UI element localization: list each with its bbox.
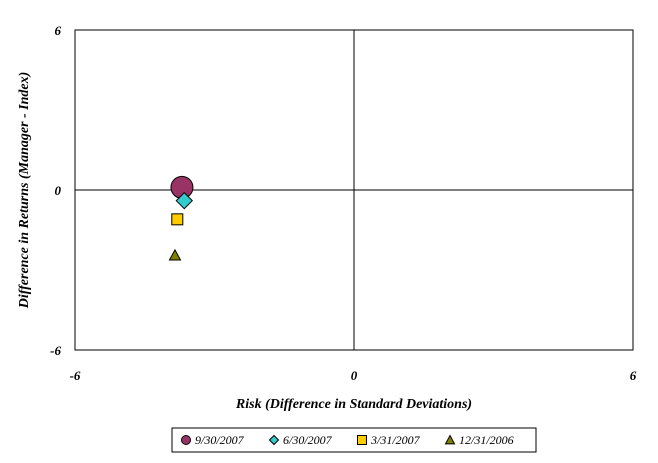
legend-label: 6/30/2007 (283, 433, 333, 447)
y-tick-label: 6 (55, 23, 62, 38)
legend-box (171, 427, 537, 453)
y-axis-title: Difference in Returns (Manager - Index) (17, 72, 32, 310)
x-tick-label: 0 (351, 368, 358, 383)
x-axis-title: Risk (Difference in Standard Deviations) (235, 397, 472, 412)
data-point-square (171, 213, 184, 226)
legend-marker-diamond (268, 434, 280, 446)
legend: 9/30/2007 6/30/2007 3/31/2007 12/31/2006 (171, 427, 537, 453)
legend-marker-square (357, 435, 367, 445)
legend-label: 3/31/2007 (370, 433, 421, 447)
legend-marker-triangle (444, 434, 456, 445)
x-tick-label: -6 (70, 368, 81, 383)
data-point-diamond (175, 191, 193, 210)
x-tick-label: 6 (630, 368, 637, 383)
y-tick-label: -6 (50, 343, 61, 358)
data-markers (168, 175, 194, 261)
y-tick-label: 0 (55, 183, 62, 198)
data-point-triangle (168, 248, 182, 261)
legend-label: 9/30/2007 (195, 433, 245, 447)
legend-label: 12/31/2006 (459, 433, 514, 447)
legend-marker-circle (181, 435, 191, 445)
